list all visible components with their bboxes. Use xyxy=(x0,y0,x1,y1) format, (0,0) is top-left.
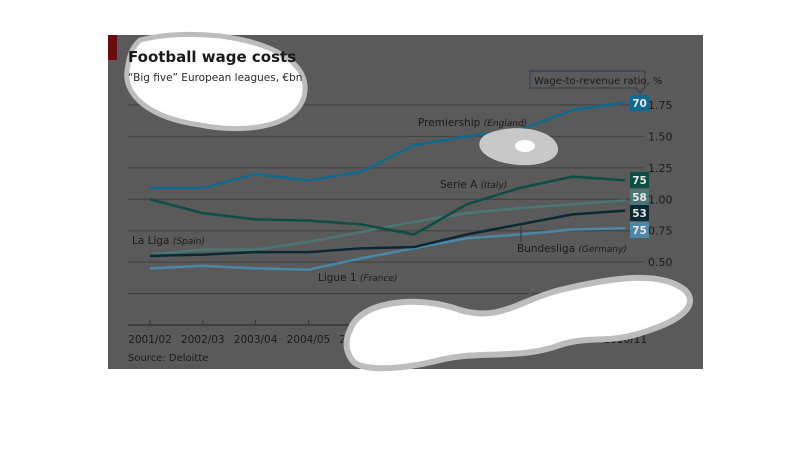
y-tick-label: 1.50 xyxy=(648,130,673,143)
series-name: Serie A xyxy=(440,179,481,191)
y-tick-label: 1.25 xyxy=(648,162,673,175)
ratio-legend-label: Wage-to-revenue ratio, % xyxy=(534,76,662,87)
series-country: (Spain) xyxy=(173,237,205,247)
ratio-legend: Wage-to-revenue ratio, % xyxy=(529,70,662,94)
ratio-badge-value: 75 xyxy=(632,175,647,187)
x-tick-label: 2001/02 xyxy=(128,334,172,346)
y-tick-label: 0.75 xyxy=(648,225,673,238)
series-line-la-liga xyxy=(149,199,626,256)
series-label: La Liga (Spain) xyxy=(132,235,205,247)
chart-subtitle: “Big five” European leagues, €bn xyxy=(128,72,302,84)
chart-title: Football wage costs xyxy=(128,48,296,66)
series-label: Serie A (Italy) xyxy=(440,179,507,191)
chart-source: Source: Deloitte xyxy=(128,353,208,364)
series-name: Bundesliga xyxy=(517,243,578,255)
ratio-badge xyxy=(630,172,649,188)
series-country: (England) xyxy=(484,119,528,129)
series-line-premiership xyxy=(150,101,626,190)
ratio-badge xyxy=(630,189,649,205)
series-line-serie-a xyxy=(149,175,626,236)
series-country: (Germany) xyxy=(578,245,627,255)
series-name: La Liga xyxy=(132,235,173,247)
series-name: Ligue 1 xyxy=(318,272,360,284)
ratio-badge xyxy=(630,95,649,111)
y-tick-label: 1.75 xyxy=(648,99,673,112)
ratio-badge-value: 75 xyxy=(632,225,647,237)
series-country: (France) xyxy=(360,274,398,284)
brand-bar xyxy=(108,35,117,60)
occlusion-blobs xyxy=(124,31,694,372)
series-line-ligue-1 xyxy=(149,226,626,271)
ratio-badge-value: 58 xyxy=(632,192,647,204)
series-name: Premiership xyxy=(418,117,484,129)
y-tick-label: 1.00 xyxy=(648,193,673,206)
ratio-badge xyxy=(630,205,649,221)
series-line-bundesliga xyxy=(149,209,626,258)
x-tick-label: 2004/05 xyxy=(287,334,331,346)
ratio-badge xyxy=(630,222,649,238)
y-tick-label: 0.50 xyxy=(648,256,673,269)
ratio-badge-value: 70 xyxy=(632,98,647,110)
series-label: Premiership (England) xyxy=(418,117,527,129)
x-tick-label: 2002/03 xyxy=(181,334,225,346)
series-label: Ligue 1 (France) xyxy=(318,272,398,284)
series-country: (Italy) xyxy=(481,181,508,191)
x-tick-label: 2003/04 xyxy=(234,334,278,346)
ratio-badge-value: 53 xyxy=(632,208,647,220)
series-label: Bundesliga (Germany) xyxy=(517,243,627,255)
